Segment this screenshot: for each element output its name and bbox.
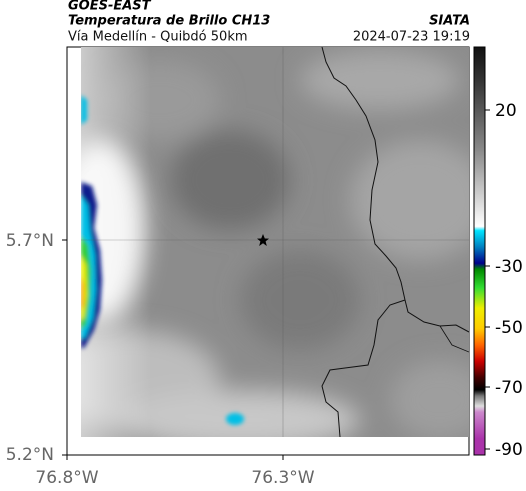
timestamp: 2024-07-23 19:19 bbox=[353, 30, 470, 45]
subtitle: Temperatura de Brillo CH13 bbox=[68, 14, 270, 29]
colorbar-ticks bbox=[485, 109, 490, 450]
lon-label: 76.8°W bbox=[35, 468, 98, 488]
cloud-texture bbox=[81, 50, 469, 437]
title: GOES-EAST bbox=[68, 0, 152, 14]
lat-label: 5.7°N bbox=[6, 231, 54, 251]
lon-label: 76.3°W bbox=[251, 468, 314, 488]
colorbar-label: -30 bbox=[495, 257, 523, 277]
satellite-image bbox=[81, 47, 469, 437]
colorbar-label: -70 bbox=[495, 378, 523, 398]
cold-cloud-core bbox=[81, 95, 244, 425]
colorbar-label: -90 bbox=[495, 440, 523, 460]
lat-label: 5.2°N bbox=[6, 445, 54, 465]
colorbar bbox=[473, 46, 486, 456]
region: Vía Medellín - Quibdó 50km bbox=[68, 30, 248, 45]
colorbar-label: -50 bbox=[495, 318, 523, 338]
colorbar-label: 20 bbox=[495, 101, 517, 121]
source: SIATA bbox=[429, 14, 470, 29]
boundary bbox=[321, 47, 469, 333]
location-marker bbox=[257, 234, 269, 246]
boundary bbox=[321, 299, 406, 437]
boundary bbox=[439, 325, 469, 353]
